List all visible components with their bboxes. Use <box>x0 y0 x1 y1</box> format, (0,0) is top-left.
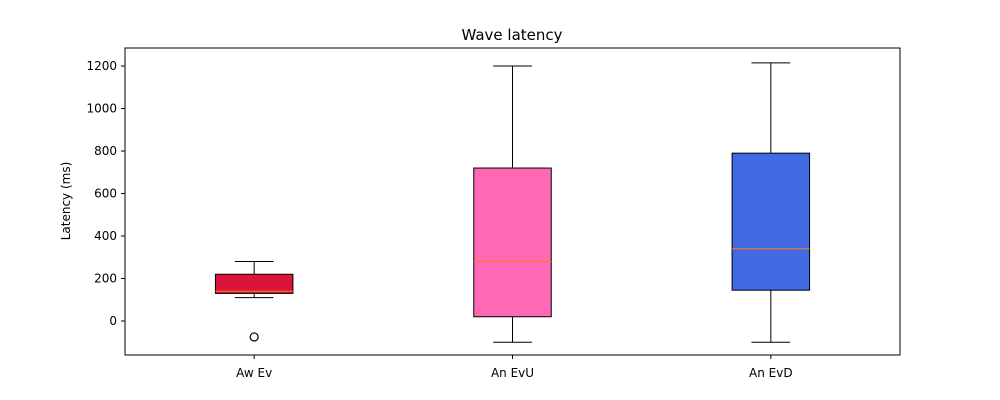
y-tick-label: 1000 <box>86 102 117 116</box>
y-tick-label: 400 <box>94 229 117 243</box>
x-tick-label: An EvU <box>491 366 534 380</box>
plot-frame <box>124 47 901 356</box>
x-tick-label: Aw Ev <box>236 366 272 380</box>
x-tick-label: An EvD <box>749 366 793 380</box>
y-axis-ticks: 0 200 400 600 800 1000 1200 <box>86 59 125 328</box>
y-axis-label: Latency (ms) <box>59 162 73 241</box>
box-body <box>214 273 294 294</box>
y-tick-label: 0 <box>109 314 117 328</box>
y-tick-label: 800 <box>94 144 117 158</box>
box-body <box>731 152 811 291</box>
y-tick-label: 1200 <box>86 59 117 73</box>
y-tick-label: 600 <box>94 187 117 201</box>
y-tick-label: 200 <box>94 272 117 286</box>
box-body <box>473 167 552 318</box>
chart-title: Wave latency <box>461 26 562 44</box>
x-axis-ticks: Aw Ev An EvU An EvD <box>236 355 793 380</box>
box-1 <box>214 261 294 342</box>
outlier-point <box>249 332 259 342</box>
boxes <box>214 62 811 343</box>
box-2 <box>473 65 552 343</box>
box-3 <box>731 62 811 343</box>
